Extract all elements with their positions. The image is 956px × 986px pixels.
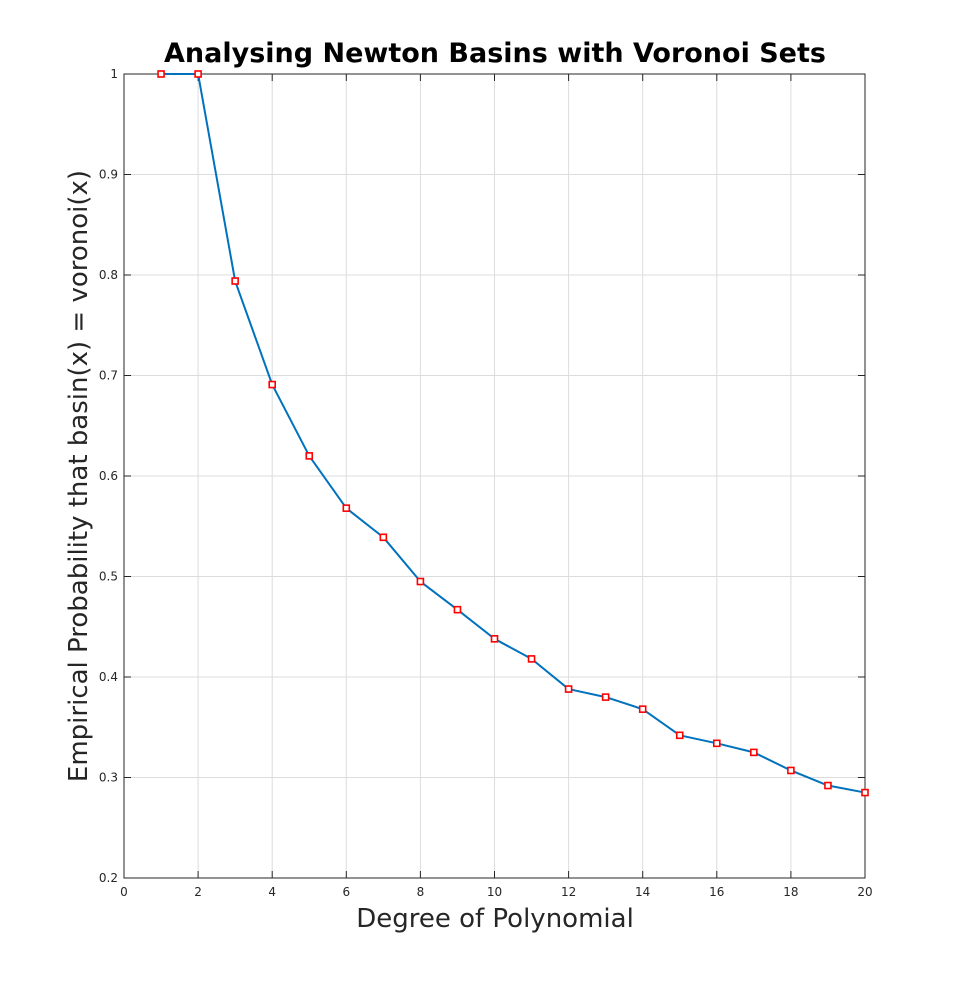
x-tick-label: 0 — [120, 885, 128, 899]
y-tick-label: 0.8 — [99, 268, 118, 282]
x-tick-label: 18 — [783, 885, 798, 899]
x-tick-label: 14 — [635, 885, 650, 899]
data-point — [861, 788, 869, 797]
x-axis-label: Degree of Polynomial — [356, 904, 634, 934]
data-point — [231, 277, 239, 285]
data-point — [638, 705, 647, 713]
data-point — [342, 504, 351, 512]
y-tick-label: 0.6 — [99, 469, 118, 483]
y-tick-label: 0.5 — [99, 570, 118, 584]
x-tick-label: 16 — [709, 885, 724, 899]
data-point — [490, 635, 499, 643]
y-tick-label: 0.7 — [99, 369, 118, 383]
x-tick-label: 20 — [857, 885, 872, 899]
data-point — [601, 693, 610, 701]
chart-title: Analysing Newton Basins with Voronoi Set… — [164, 38, 826, 69]
ticks: 0 2 4 6 8 10 12 14 16 18 20 0.2 0.3 0.4 0.5 0.6 0.7 0.8 0.… — [99, 67, 873, 899]
y-tick-label: 0.3 — [99, 771, 118, 785]
y-tick-label: 0.9 — [99, 168, 118, 182]
y-tick-label: 0.2 — [99, 871, 118, 885]
data-point — [416, 577, 425, 586]
data-point — [824, 781, 832, 790]
x-tick-label: 8 — [417, 885, 425, 899]
series-layer — [157, 70, 869, 797]
x-tick-label: 4 — [268, 885, 276, 899]
x-tick-label: 10 — [487, 885, 502, 899]
data-point — [527, 655, 536, 663]
y-tick-label: 0.4 — [99, 670, 118, 684]
data-point — [194, 70, 202, 78]
y-axis-label: Empirical Probability that basin(x) = vo… — [64, 170, 94, 782]
data-point — [379, 533, 388, 542]
data-point — [157, 70, 165, 78]
x-tick-label: 12 — [561, 885, 576, 899]
x-tick-label: 2 — [194, 885, 202, 899]
data-point — [675, 731, 684, 740]
y-tick-label: 1 — [110, 67, 118, 81]
data-point — [305, 452, 314, 460]
data-point — [712, 739, 721, 748]
data-point — [787, 766, 795, 775]
series-line — [161, 73, 866, 794]
data-point — [453, 605, 462, 614]
x-tick-label: 6 — [342, 885, 350, 899]
data-point — [268, 380, 277, 389]
data-point — [750, 748, 758, 757]
data-point — [564, 685, 573, 693]
